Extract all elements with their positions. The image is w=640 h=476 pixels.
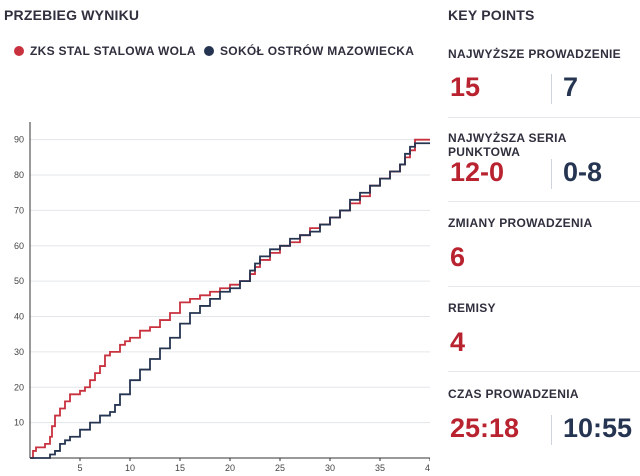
- x-tick-label: 5: [77, 463, 82, 473]
- y-tick-label: 60: [14, 241, 24, 251]
- kp-separator: [448, 371, 640, 372]
- kp-separator: [448, 286, 640, 287]
- key-points-title: KEY POINTS: [448, 7, 535, 23]
- y-tick-label: 50: [14, 276, 24, 286]
- x-tick-label: 15: [175, 463, 185, 473]
- chart-section-title: PRZEBIEG WYNIKU: [4, 7, 140, 23]
- x-tick-label: 35: [375, 463, 385, 473]
- x-tick-label: 20: [225, 463, 235, 473]
- legend-item-away: SOKÓŁ OSTRÓW MAZOWIECKA: [204, 44, 414, 58]
- kp-label-ties: REMISY: [448, 301, 496, 315]
- kp-divider: [551, 415, 552, 445]
- kp-time-leading-away: 10:55: [563, 413, 633, 443]
- y-tick-label: 90: [14, 135, 24, 145]
- kp-label-longest-run: NAJWYŻSZA SERIA PUNKTOWA: [448, 131, 567, 159]
- legend-label-away: SOKÓŁ OSTRÓW MAZOWIECKA: [220, 44, 415, 58]
- x-tick-label: 25: [275, 463, 285, 473]
- kp-longest-run-away: 0-8: [563, 157, 603, 187]
- legend-label-home: ZKS STAL STALOWA WOLA: [30, 44, 196, 58]
- kp-time-leading-home: 25:18: [450, 413, 520, 443]
- x-tick-label: 10: [125, 463, 135, 473]
- kp-longest-run-home: 12-0: [450, 157, 505, 187]
- kp-biggest-lead-home: 15: [450, 72, 481, 102]
- kp-biggest-lead-away: 7: [563, 72, 579, 102]
- y-tick-label: 40: [14, 312, 24, 322]
- y-tick-label: 70: [14, 205, 24, 215]
- y-tick-label: 80: [14, 170, 24, 180]
- x-tick-label: 40: [425, 463, 430, 473]
- kp-separator: [448, 117, 640, 118]
- away-team-dot-icon: [204, 46, 214, 56]
- kp-divider: [551, 74, 552, 104]
- kp-label-biggest-lead: NAJWYŻSZE PROWADZENIE: [448, 47, 621, 61]
- y-tick-label: 20: [14, 382, 24, 392]
- kp-label-lead-changes: ZMIANY PROWADZENIA: [448, 216, 593, 230]
- x-tick-label: 30: [325, 463, 335, 473]
- y-tick-label: 30: [14, 347, 24, 357]
- score-progression-chart: 10 20 30 40 50 60 70 80 90 5 10 15 20 25 30 35 40: [14, 122, 430, 473]
- y-tick-label: 10: [14, 418, 24, 428]
- kp-label-time-leading: CZAS PROWADZENIA: [448, 387, 579, 401]
- home-team-dot-icon: [14, 46, 24, 56]
- legend-item-home: ZKS STAL STALOWA WOLA: [14, 44, 196, 58]
- kp-lead-changes-value: 6: [450, 242, 466, 272]
- kp-ties-value: 4: [450, 327, 466, 357]
- kp-separator: [448, 201, 640, 202]
- series-line-away: [30, 142, 430, 459]
- kp-divider: [551, 159, 552, 189]
